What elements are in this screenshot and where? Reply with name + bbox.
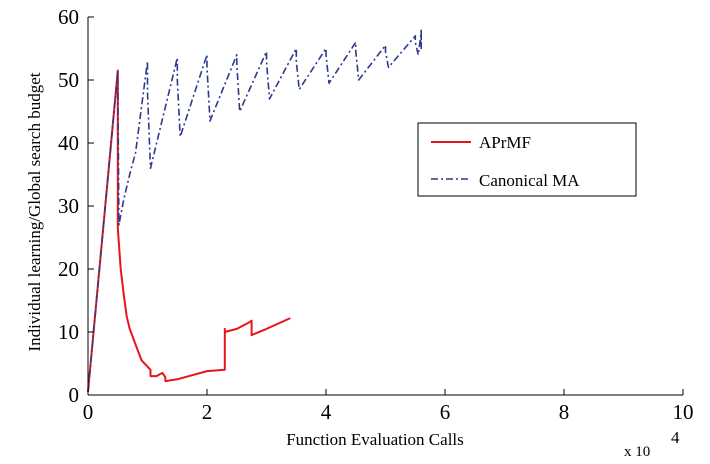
legend-box [417, 122, 637, 197]
x-axis-ticks: 0 2 4 6 8 10 [83, 389, 694, 424]
legend-label-canonical-ma: Canonical MA [479, 171, 580, 190]
legend-label-aprmf: APrMF [479, 133, 531, 152]
x-axis-multiplier: x 10 [624, 444, 650, 460]
y-tick-label: 10 [58, 320, 79, 344]
legend: APrMF Canonical MA [417, 122, 637, 197]
x-tick-label: 4 [321, 400, 332, 424]
x-axis-multiplier-exponent: 4 [671, 428, 680, 447]
x-tick-label: 0 [83, 400, 94, 424]
series-layer [87, 29, 423, 392]
y-axis-label: Individual learning/Global search budget [25, 72, 44, 351]
y-tick-label: 40 [58, 131, 79, 155]
x-tick-label: 6 [440, 400, 451, 424]
plot-area [88, 17, 683, 395]
y-axis-ticks: 0 10 20 30 40 50 60 [58, 5, 94, 407]
x-tick-label: 8 [559, 400, 570, 424]
y-tick-label: 0 [69, 383, 80, 407]
x-tick-label: 2 [202, 400, 213, 424]
series-line-aprmf [87, 69, 291, 392]
y-tick-label: 50 [58, 68, 79, 92]
x-tick-label: 10 [673, 400, 694, 424]
x-axis-label: Function Evaluation Calls [286, 430, 464, 449]
series-line-canonical-ma [87, 29, 423, 392]
y-tick-label: 30 [58, 194, 79, 218]
y-tick-label: 60 [58, 5, 79, 29]
y-tick-label: 20 [58, 257, 79, 281]
